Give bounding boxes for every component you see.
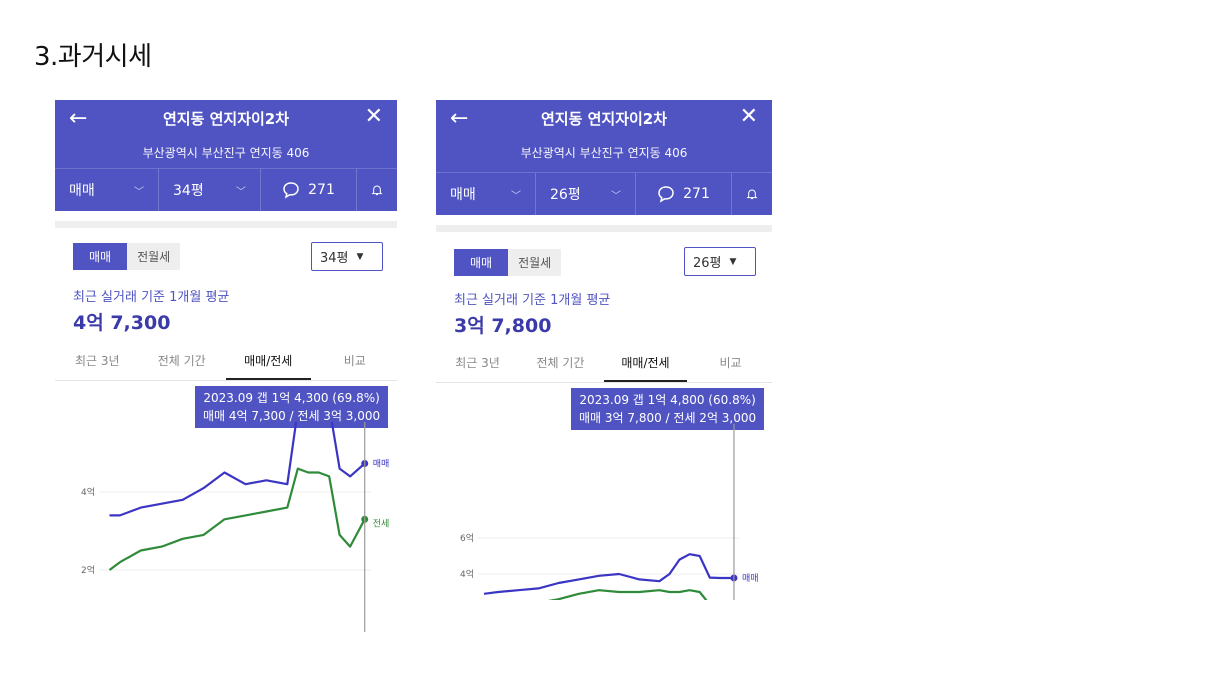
trade-toggle: 매매 전월세: [73, 243, 181, 270]
area-select[interactable]: 26평 ▼: [684, 247, 756, 276]
y-tick-label: 2억: [81, 564, 95, 576]
tooltip-gap: 2023.09 갭 1억 4,300 (69.8%): [203, 391, 380, 405]
caret-down-icon: ▼: [729, 256, 737, 267]
tab-sale-rent[interactable]: 매매/전세: [604, 348, 687, 382]
comment-button[interactable]: 271: [261, 169, 357, 211]
y-tick-label: 6억: [460, 532, 474, 544]
chart-tooltip: 2023.09 갭 1억 4,300 (69.8%) 매매 4억 7,300 /…: [195, 386, 389, 428]
caret-down-icon: ▼: [356, 251, 364, 262]
toggle-sale[interactable]: 매매: [73, 243, 128, 270]
avg-label: 최근 실거래 기준 1개월 평균: [73, 290, 230, 305]
apt-address: 부산광역시 부산진구 연지동 406: [142, 146, 310, 160]
series-label: 전세: [373, 518, 390, 529]
apt-name: 연지동 연지자이2차: [540, 110, 668, 128]
avg-value: 4억 7,300: [73, 312, 171, 334]
tab-sale-rent[interactable]: 매매/전세: [226, 346, 311, 380]
tab-compare[interactable]: 비교: [343, 354, 366, 368]
divider: [436, 225, 772, 232]
filter-bar: 매매 ﹀ 26평 ﹀ 271: [436, 172, 772, 215]
alert-button[interactable]: [357, 169, 397, 211]
trade-type-dropdown[interactable]: 매매 ﹀: [55, 169, 159, 211]
area-label: 26평: [550, 187, 581, 203]
comment-count: 271: [683, 186, 710, 202]
trade-type-dropdown[interactable]: 매매 ﹀: [436, 173, 536, 215]
y-tick-label: 4억: [81, 486, 95, 498]
avg-value: 3억 7,800: [454, 315, 552, 337]
trade-type-label: 매매: [450, 187, 476, 203]
alert-button[interactable]: [732, 173, 772, 215]
tab-recent-3y[interactable]: 최근 3년: [455, 356, 500, 370]
series-line-sale: [109, 422, 366, 517]
avg-label: 최근 실거래 기준 1개월 평균: [454, 293, 611, 308]
chart-tooltip: 2023.09 갭 1억 4,800 (60.8%) 매매 3억 7,800 /…: [571, 388, 765, 430]
comment-bubble-icon: [283, 182, 299, 199]
y-tick-label: 4억: [460, 568, 474, 580]
chevron-down-icon: ﹀: [236, 186, 246, 198]
comment-button[interactable]: 271: [636, 173, 732, 215]
panel-header: ← 연지동 연지자이2차 ✕ 부산광역시 부산진구 연지동 406 매매 ﹀ 2…: [436, 100, 772, 215]
series-line-sale: [483, 553, 734, 595]
area-select[interactable]: 34평 ▼: [311, 242, 383, 271]
comment-count: 271: [308, 182, 335, 198]
price-panel-26: ← 연지동 연지자이2차 ✕ 부산광역시 부산진구 연지동 406 매매 ﹀ 2…: [436, 100, 772, 600]
tab-all-period[interactable]: 전체 기간: [536, 356, 585, 370]
toggle-rent[interactable]: 전월세: [127, 243, 181, 270]
price-chart[interactable]: 8억6억4억2억0201220142016201820202022매매전세전세가…: [55, 422, 397, 632]
series-label: 매매: [373, 459, 390, 470]
tab-compare[interactable]: 비교: [719, 356, 742, 370]
trade-toggle: 매매 전월세: [454, 249, 562, 276]
back-arrow-icon[interactable]: ←: [69, 106, 88, 131]
toggle-sale[interactable]: 매매: [454, 249, 509, 276]
series-label: 매매: [742, 573, 759, 584]
apt-address: 부산광역시 부산진구 연지동 406: [520, 146, 688, 160]
bell-icon: [371, 185, 383, 196]
tooltip-prices: 매매 3억 7,800 / 전세 2억 3,000: [579, 411, 757, 425]
area-label: 34평: [173, 183, 204, 199]
chevron-down-icon: ﹀: [611, 190, 621, 202]
close-icon[interactable]: ✕: [739, 104, 758, 129]
period-tabs: 최근 3년 전체 기간 매매/전세 비교: [436, 348, 772, 383]
close-icon[interactable]: ✕: [364, 104, 383, 129]
tab-recent-3y[interactable]: 최근 3년: [74, 354, 120, 368]
price-panel-34: ← 연지동 연지자이2차 ✕ 부산광역시 부산진구 연지동 406 매매 ﹀ 3…: [55, 100, 397, 632]
area-select-value: 34평: [320, 251, 349, 266]
tooltip-prices: 매매 4억 7,300 / 전세 3억 3,000: [203, 409, 381, 423]
series-line-rent: [547, 589, 708, 600]
chevron-down-icon: ﹀: [511, 190, 521, 202]
panel-header: ← 연지동 연지자이2차 ✕ 부산광역시 부산진구 연지동 406 매매 ﹀ 3…: [55, 100, 397, 211]
area-dropdown[interactable]: 34평 ﹀: [159, 169, 261, 211]
area-select-value: 26평: [693, 256, 722, 271]
back-arrow-icon[interactable]: ←: [450, 106, 469, 131]
toggle-rent[interactable]: 전월세: [508, 249, 562, 276]
comment-bubble-icon: [658, 186, 674, 203]
filter-bar: 매매 ﹀ 34평 ﹀ 271: [55, 168, 397, 211]
apt-name: 연지동 연지자이2차: [162, 110, 290, 128]
tooltip-gap: 2023.09 갭 1억 4,800 (60.8%): [579, 393, 756, 407]
tab-all-period[interactable]: 전체 기간: [157, 354, 206, 368]
period-tabs: 최근 3년 전체 기간 매매/전세 비교: [55, 346, 397, 381]
series-line-rent: [108, 467, 366, 571]
divider: [55, 221, 397, 228]
area-dropdown[interactable]: 26평 ﹀: [536, 173, 636, 215]
trade-type-label: 매매: [69, 183, 95, 199]
price-chart[interactable]: 6억4억2억0201220142016201820202022매매전세전세가율평…: [436, 424, 772, 600]
bell-icon: [746, 189, 758, 200]
chevron-down-icon: ﹀: [134, 186, 144, 198]
page-title: 3.과거시세: [34, 42, 152, 72]
